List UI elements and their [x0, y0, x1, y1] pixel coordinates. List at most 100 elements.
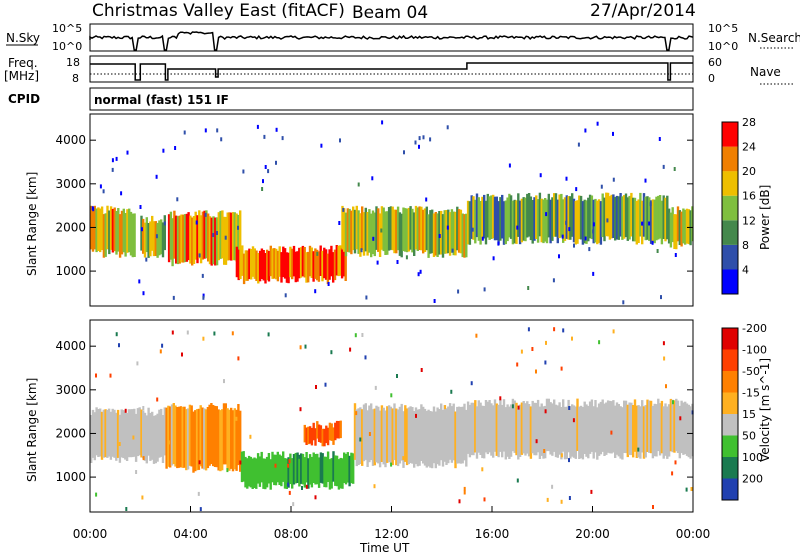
data-column [285, 458, 288, 489]
data-column [440, 210, 443, 255]
scatter-speck [163, 221, 166, 226]
data-column [289, 453, 292, 485]
scatter-speck [568, 227, 571, 232]
data-column [599, 401, 603, 455]
data-column [673, 214, 676, 249]
scatter-speck [499, 396, 502, 401]
data-column [535, 402, 538, 456]
scatter-speck [145, 257, 148, 262]
data-column [362, 404, 366, 462]
data-column [538, 192, 542, 237]
data-column [201, 407, 204, 469]
data-column [538, 406, 542, 459]
scatter-speck [176, 197, 179, 202]
data-column [619, 193, 622, 237]
scatter-speck [606, 218, 609, 223]
scatter-speck [458, 499, 461, 504]
data-column [115, 211, 118, 255]
data-column [567, 399, 570, 453]
data-column [398, 212, 402, 256]
data-column [479, 201, 482, 245]
scatter-speck [139, 205, 142, 209]
data-column [495, 403, 498, 456]
data-column [456, 406, 459, 464]
scatter-speck [492, 256, 495, 261]
data-column [280, 252, 283, 283]
scatter-speck [508, 163, 511, 168]
colorbar-tick-label: 24 [742, 141, 756, 154]
data-column [441, 409, 445, 467]
data-column [608, 196, 612, 240]
data-column [127, 409, 131, 458]
scatter-speck [287, 463, 290, 468]
scatter-speck [327, 282, 330, 286]
data-column [196, 215, 199, 264]
data-column [481, 405, 484, 459]
data-column [669, 212, 673, 248]
data-column [493, 399, 497, 452]
data-column [90, 415, 93, 463]
colorbar-segment [722, 478, 738, 500]
velocity-panel: 1000 2000 3000 4000 Slant Range [km] 200 100… [25, 319, 772, 554]
data-column [316, 453, 319, 485]
scatter-speck [481, 467, 484, 472]
data-column [434, 411, 437, 469]
scatter-speck [560, 453, 563, 458]
data-column [124, 411, 127, 460]
power-data [90, 120, 694, 305]
data-column [452, 403, 455, 461]
data-column [344, 250, 347, 281]
scatter-speck [551, 484, 554, 489]
data-column [587, 197, 590, 242]
scatter-speck [516, 225, 519, 230]
data-column [326, 451, 330, 482]
scatter-speck [674, 460, 677, 465]
data-column [167, 405, 170, 467]
data-column [644, 405, 647, 458]
data-column [361, 206, 364, 250]
data-column [551, 197, 554, 241]
scatter-speck [470, 381, 473, 386]
data-column [673, 400, 676, 453]
data-column [301, 453, 305, 485]
scatter-speck [592, 222, 595, 227]
data-column [605, 192, 608, 237]
data-column [463, 214, 466, 258]
data-column [239, 248, 242, 280]
data-column [544, 405, 547, 459]
scatter-speck [199, 507, 202, 512]
data-column [249, 456, 253, 488]
data-column [122, 208, 125, 253]
data-column [185, 213, 189, 262]
scatter-speck [372, 236, 375, 241]
scatter-speck [288, 459, 291, 464]
scatter-speck [497, 241, 500, 246]
scatter-speck [198, 253, 201, 258]
data-column [282, 246, 285, 278]
data-column [633, 399, 637, 452]
scatter-speck [433, 299, 436, 303]
data-column [579, 405, 583, 459]
scatter-speck [274, 463, 277, 468]
scatter-speck [202, 293, 205, 298]
data-column [348, 208, 351, 253]
data-column [269, 245, 272, 277]
data-column [154, 415, 157, 464]
data-column [190, 405, 193, 467]
power-panel: 1000 2000 3000 4000 Slant Range [km] 4 8 12 16… [25, 113, 772, 307]
scatter-speck [483, 287, 486, 292]
data-column [319, 452, 323, 483]
data-column [646, 196, 649, 240]
data-column [630, 192, 633, 237]
scatter-speck [545, 340, 547, 345]
data-column [172, 403, 175, 465]
scatter-speck [648, 221, 651, 226]
data-column [682, 208, 685, 244]
data-column [246, 250, 249, 281]
nave-tick-bottom: 0 [708, 72, 715, 85]
data-column [203, 210, 206, 259]
data-column [579, 195, 583, 240]
scatter-speck [402, 456, 405, 461]
data-column [175, 215, 178, 264]
data-column [224, 403, 227, 465]
